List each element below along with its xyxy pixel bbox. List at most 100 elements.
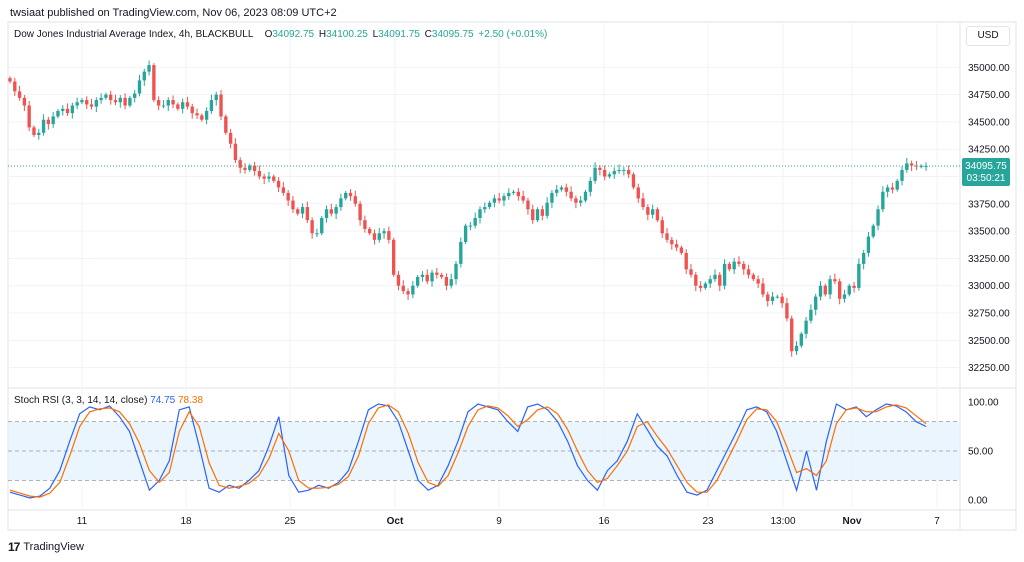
candle-body[interactable] [718, 274, 722, 286]
candle-body[interactable] [607, 174, 612, 177]
candle-body[interactable] [171, 100, 175, 105]
candle-body[interactable] [348, 192, 353, 197]
candle-body[interactable] [626, 169, 631, 175]
candle-body[interactable] [684, 252, 688, 270]
candle-body[interactable] [660, 220, 664, 234]
candle-body[interactable] [118, 97, 122, 103]
candle-body[interactable] [276, 180, 281, 188]
candle-body[interactable] [746, 269, 751, 275]
candle-body[interactable] [214, 94, 218, 101]
candle-body[interactable] [837, 281, 842, 299]
candle-body[interactable] [809, 309, 813, 321]
candle-body[interactable] [636, 187, 640, 199]
candle-body[interactable] [37, 132, 41, 136]
candle-body[interactable] [204, 110, 209, 120]
candle-body[interactable] [272, 176, 276, 181]
candle-body[interactable] [890, 187, 895, 190]
stoch-k-line[interactable] [9, 403, 927, 499]
candle-body[interactable] [742, 263, 746, 270]
candle-body[interactable] [550, 192, 554, 203]
candle-body[interactable] [233, 143, 238, 161]
candle-body[interactable] [737, 261, 741, 264]
candle-body[interactable] [463, 225, 468, 243]
candle-body[interactable] [914, 165, 919, 167]
candle-body[interactable] [751, 274, 756, 280]
candle-body[interactable] [444, 276, 449, 286]
candle-body[interactable] [895, 180, 899, 190]
candle-body[interactable] [176, 104, 180, 109]
candle-body[interactable] [372, 233, 377, 240]
candle-body[interactable] [804, 320, 808, 334]
candle-body[interactable] [612, 171, 616, 175]
candle-body[interactable] [324, 209, 329, 219]
candle-body[interactable] [713, 274, 717, 280]
candle-body[interactable] [761, 283, 765, 295]
candle-body[interactable] [296, 209, 300, 214]
candle-body[interactable] [526, 200, 530, 210]
candle-body[interactable] [435, 272, 439, 275]
candle-body[interactable] [703, 283, 708, 288]
candle-body[interactable] [785, 303, 789, 319]
candle-body[interactable] [425, 274, 429, 282]
candle-body[interactable] [516, 191, 521, 197]
candle-body[interactable] [32, 127, 36, 136]
candle-body[interactable] [650, 209, 655, 215]
candle-body[interactable] [900, 169, 904, 181]
candle-body[interactable] [852, 285, 856, 288]
candle-body[interactable] [593, 167, 597, 181]
candle-body[interactable] [300, 207, 305, 214]
candle-body[interactable] [243, 167, 247, 170]
candle-body[interactable] [545, 202, 549, 216]
candle-body[interactable] [51, 116, 55, 125]
candle-body[interactable] [876, 209, 880, 226]
candle-body[interactable] [65, 108, 70, 114]
candle-body[interactable] [511, 191, 516, 193]
candle-body[interactable] [569, 191, 573, 199]
candle-body[interactable] [22, 97, 27, 106]
candle-body[interactable] [708, 279, 712, 284]
candle-body[interactable] [559, 187, 564, 190]
candle-body[interactable] [598, 167, 602, 170]
candle-body[interactable] [655, 209, 660, 221]
candle-body[interactable] [70, 105, 75, 114]
currency-button[interactable]: USD [966, 26, 1010, 46]
candle-body[interactable] [142, 71, 146, 81]
stoch-lines[interactable] [9, 403, 927, 499]
candle-body[interactable] [420, 274, 425, 277]
candle-body[interactable] [406, 291, 410, 295]
candle-body[interactable] [483, 207, 487, 210]
candle-body[interactable] [387, 231, 391, 240]
candle-body[interactable] [814, 296, 818, 310]
symbol-legend[interactable]: Dow Jones Industrial Average Index, 4h, … [14, 29, 549, 40]
candle-body[interactable] [219, 94, 223, 117]
candle-body[interactable] [574, 198, 578, 203]
candle-body[interactable] [99, 97, 103, 101]
candle-body[interactable] [262, 176, 266, 179]
candle-body[interactable] [320, 218, 324, 234]
candle-body[interactable] [794, 345, 799, 352]
candle-body[interactable] [104, 94, 108, 98]
candle-body[interactable] [391, 239, 396, 275]
candle-body[interactable] [13, 81, 17, 92]
candle-body[interactable] [286, 192, 290, 201]
candle-body[interactable] [430, 272, 434, 282]
candle-body[interactable] [670, 239, 674, 245]
candle-body[interactable] [353, 196, 357, 204]
candle-body[interactable] [257, 171, 262, 177]
candle-body[interactable] [382, 231, 386, 234]
candle-body[interactable] [315, 233, 319, 235]
candle-body[interactable] [195, 113, 199, 116]
candle-body[interactable] [905, 163, 909, 170]
candle-body[interactable] [521, 196, 525, 201]
candle-body[interactable] [603, 169, 607, 177]
candle-body[interactable] [679, 247, 684, 253]
candle-body[interactable] [411, 285, 415, 295]
candle-body[interactable] [80, 100, 84, 103]
candle-body[interactable] [8, 78, 12, 82]
candle-body[interactable] [224, 116, 228, 133]
candle-body[interactable] [540, 209, 545, 216]
candle-body[interactable] [881, 191, 885, 210]
candle-body[interactable] [722, 263, 727, 286]
candle-body[interactable] [564, 187, 568, 192]
